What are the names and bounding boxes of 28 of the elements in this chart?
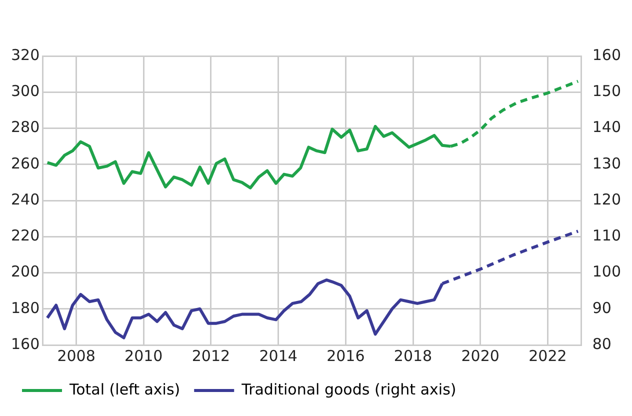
y2-tick-label: 80 [592,334,612,353]
y-tick-label: 240 [10,190,40,208]
y2-tick-label: 130 [592,154,622,172]
y2-tick-label: 110 [592,226,622,245]
y-tick-label: 320 [10,46,40,64]
y-tick-label: 200 [10,262,40,281]
x-tick-label: 2010 [124,346,163,365]
x-tick-label: 2016 [326,346,365,365]
x-tick-label: 2012 [192,346,230,365]
x-tick-label: 2022 [528,346,567,365]
y-tick-label: 280 [10,118,40,136]
y2-tick-label: 100 [592,262,622,281]
legend-label: Total (left axis) [68,380,180,398]
x-tick-label: 2014 [259,346,298,365]
y-tick-label: 180 [10,298,40,317]
y2-tick-label: 140 [592,118,622,136]
y2-tick-label: 160 [592,46,622,64]
y2-tick-label: 150 [592,82,622,100]
x-tick-label: 2018 [394,346,432,365]
y2-tick-label: 120 [592,190,622,208]
y2-tick-label: 90 [592,298,612,317]
x-tick-label: 2008 [57,346,96,365]
y-tick-label: 260 [10,154,40,172]
y-tick-label: 160 [10,334,40,353]
y-tick-label: 300 [10,82,40,100]
y-tick-label: 220 [10,226,40,245]
x-tick-label: 2020 [461,346,500,365]
legend-label: Traditional goods (right axis) [240,380,456,398]
